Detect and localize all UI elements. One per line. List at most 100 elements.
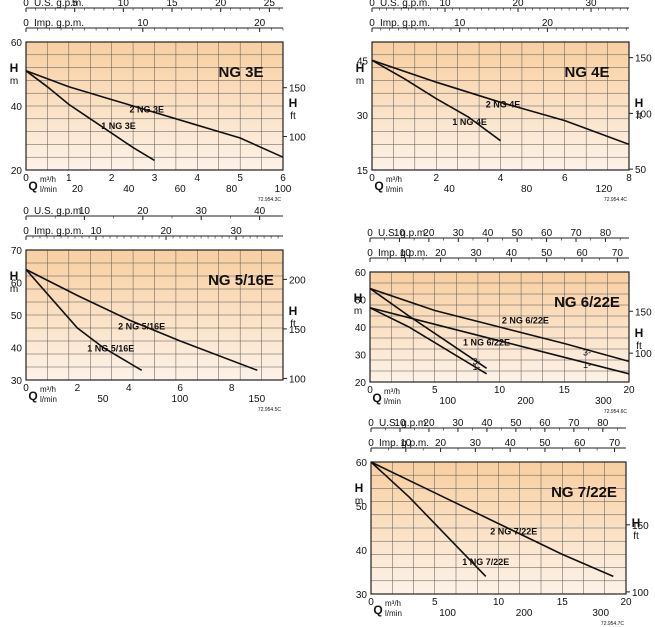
yft-axis-unit: ft [633,531,639,542]
impgpm-tick-label: 70 [609,438,621,449]
yft-axis-label: H [632,516,641,530]
lmin-tick-label: 300 [592,608,609,619]
series-line-4 [369,287,630,363]
chart-ng-5-16e: 10 20 30 400 U.S. g.p.m.10 20 300 Imp. g.p.m.2 4… [10,206,306,413]
series-line-1 [25,268,143,371]
yft-axis-label: H [635,96,644,110]
ym-axis-unit: m [356,76,364,87]
series-line-3 [369,307,630,375]
usgpm-tick-label: 20 [512,0,524,9]
chart-code: 72.954.5C [258,407,281,413]
q-tick-label: 6 [177,383,183,394]
lmin-tick-label: 100 [275,184,292,195]
q-unit-lmin: l/min [40,185,57,194]
usgpm-tick-label: 40 [481,418,493,429]
usgpm-tick-label: 30 [452,418,464,429]
usgpm-tick-label: 20 [423,228,435,239]
lmin-tick-label: 120 [596,184,613,195]
q-tick-label: 15 [557,597,569,608]
lmin-tick-label: 40 [444,184,456,195]
chart-title: NG 7/22E [551,484,617,501]
usgpm-tick-label: 60 [539,418,551,429]
q-unit-m3h: m³/h [40,175,56,184]
chart-title: NG 4E [564,64,609,81]
impgpm-tick-label: 20 [435,248,447,259]
impgpm-tick-label: 10 [137,18,149,29]
impgpm-axis-label: Imp. g.p.m. [379,438,429,449]
lmin-tick-label: 20 [72,184,84,195]
ym-tick-label: 50 [355,296,367,307]
lmin-tick-label: 50 [97,394,109,405]
q-tick-label: 4 [498,173,504,184]
ym-tick-label: 60 [11,279,23,290]
usgpm-tick-label: 20 [215,0,227,9]
ym-tick-label: 60 [356,458,368,469]
usgpm-tick-label: 60 [541,228,553,239]
q-unit-lmin: l/min [40,395,57,404]
lmin-tick-label: 200 [517,396,534,407]
yft-tick-label: 150 [289,325,306,336]
series-line-2 [370,461,614,578]
q-tick-label: 2 [109,173,115,184]
ym-tick-label: 20 [11,166,23,177]
usgpm-zero-label: 0 [23,0,29,9]
series-stage-marker: 1- [583,360,591,370]
series-line-2 [25,268,258,372]
chart-title: NG 3E [218,64,263,81]
ym-tick-label: 70 [11,246,23,257]
usgpm-tick-label: 30 [585,0,597,9]
impgpm-zero-label: 0 [23,226,29,237]
series-label: 2 NG 6/22E [502,316,549,326]
lmin-tick-label: 200 [516,608,533,619]
chart-code: 72.954.6C [604,409,627,415]
ym-axis-label: H [10,269,19,283]
ym-tick-label: 15 [357,166,369,177]
yft-tick-label: 150 [289,84,306,95]
usgpm-tick-label: 5 [72,0,78,9]
plot-frame [369,271,630,383]
yft-axis-unit: ft [290,111,296,122]
q-unit-lmin: l/min [384,397,401,406]
ym-axis-label: H [10,61,19,75]
series-label: 2 NG 4E [486,99,521,109]
lmin-tick-label: 40 [123,184,135,195]
yft-tick-label: 100 [635,109,652,120]
lmin-tick-label: 60 [175,184,187,195]
impgpm-tick-label: 50 [539,438,551,449]
yft-tick-label: 100 [632,588,649,599]
chart-ng-6-22e: 10 20 30 40 50 60 70 800 U.S. g.p.m.10 20 30 40 50 60… [354,228,652,415]
q-tick-label: 8 [626,173,632,184]
yft-axis-label: H [289,96,298,110]
q-unit-m3h: m³/h [384,387,400,396]
series-line-1 [369,307,488,375]
ym-axis-label: H [355,481,364,495]
ym-axis-label: H [356,61,365,75]
q-tick-label: 4 [195,173,201,184]
q-tick-label: 5 [237,173,243,184]
usgpm-tick-label: 20 [423,418,435,429]
q-tick-label: 1 [66,173,72,184]
impgpm-axis-label: Imp. g.p.m. [34,18,84,29]
ym-tick-label: 60 [11,38,23,49]
yft-tick-label: 50 [635,165,647,176]
series-line-2 [25,70,284,158]
q-tick-label: 6 [562,173,568,184]
impgpm-tick-label: 60 [576,248,588,259]
q-unit-m3h: m³/h [385,599,401,608]
yft-tick-label: 100 [289,374,306,385]
q-zero-label: 0 [367,385,373,396]
usgpm-tick-label: 10 [118,0,130,9]
q-tick-label: 15 [559,385,571,396]
series-label: 2 NG 3E [130,104,165,114]
ym-tick-label: 60 [355,268,367,279]
yft-tick-label: 150 [635,307,652,318]
q-tick-label: 3 [152,173,158,184]
impgpm-zero-label: 0 [23,18,29,29]
impgpm-tick-label: 40 [505,438,517,449]
lmin-tick-label: 300 [595,396,612,407]
yft-tick-label: 200 [289,275,306,286]
yft-tick-label: 150 [632,521,649,532]
impgpm-tick-label: 40 [506,248,518,259]
q-tick-label: 4 [126,383,132,394]
